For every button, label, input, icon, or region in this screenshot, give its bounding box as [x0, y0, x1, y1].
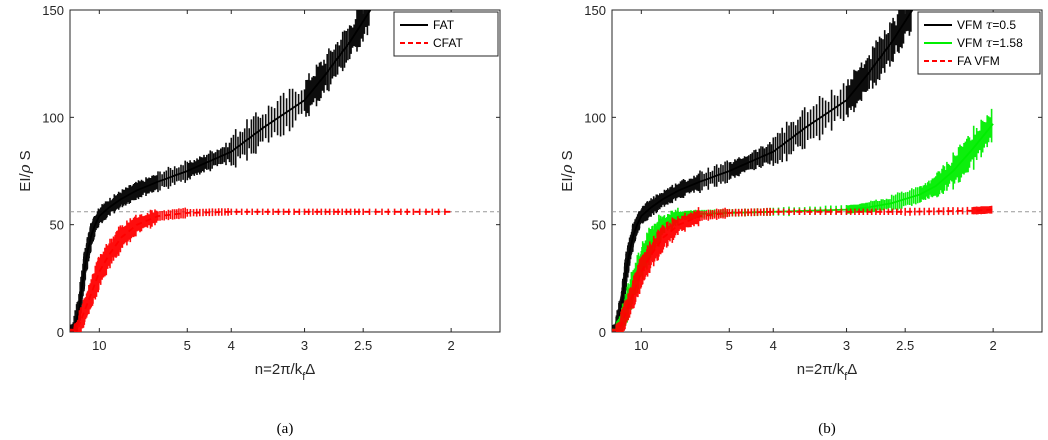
legend-box	[393, 11, 499, 57]
x-tick-label: 2.5	[896, 338, 914, 353]
y-tick-label: 100	[42, 110, 64, 125]
x-tick-label: 4	[770, 338, 777, 353]
x-axis-label: n=2π/kfΔ	[797, 361, 858, 383]
y-tick-label: 0	[57, 325, 64, 340]
legend-entry: FA VFM	[957, 54, 1000, 68]
series-3	[612, 205, 994, 332]
panel-caption: (b)	[818, 421, 836, 437]
series-line	[70, 10, 372, 332]
y-tick-label: 50	[50, 218, 64, 233]
x-tick-label: 5	[184, 338, 191, 353]
plot-area	[612, 10, 994, 332]
legend-entry: CFAT	[433, 36, 463, 50]
y-axis-label: EI/ρ S	[558, 150, 576, 191]
legend-entry: VFM τ=0.5	[957, 18, 1016, 32]
x-tick-label: 2.5	[354, 338, 372, 353]
y-tick-label: 50	[592, 218, 606, 233]
legend-entry: VFM τ=1.58	[957, 36, 1023, 50]
series-line	[612, 10, 914, 332]
legend-entry: FAT	[433, 18, 455, 32]
y-tick-label: 100	[584, 110, 606, 125]
x-axis-label: n=2π/kfΔ	[255, 361, 316, 383]
y-tick-label: 150	[584, 3, 606, 18]
panel-caption: (a)	[277, 421, 294, 437]
chart-panel-b: 0 50 100 150 10 5 4 3 2.5 2 EI/ρ S n=2π/kfΔ VFM τ=0.…	[558, 3, 1043, 437]
series-line	[70, 210, 452, 332]
x-tick-label: 5	[726, 338, 733, 353]
x-tick-label: 10	[634, 338, 648, 353]
x-tick-label: 3	[843, 338, 850, 353]
legend: FAT CFAT	[393, 11, 499, 57]
x-tick-label: 4	[228, 338, 235, 353]
plot-area	[70, 10, 452, 332]
y-tick-label: 150	[42, 3, 64, 18]
x-tick-label: 2	[448, 338, 455, 353]
y-tick-label: 0	[599, 325, 606, 340]
legend: VFM τ=0.5 VFM τ=1.58 FA VFM	[917, 11, 1041, 75]
y-axis-label: EI/ρ S	[16, 150, 34, 191]
series-1	[70, 10, 372, 332]
x-tick-label: 2	[990, 338, 997, 353]
axes-frame	[69, 9, 501, 333]
chart-panel-a: 0 50 100 150 10 5 4 3 2.5 2 EI/ρ S n=2π/kfΔ FAT CFAT (…	[16, 3, 501, 437]
x-tick-label: 3	[301, 338, 308, 353]
x-tick-label: 10	[92, 338, 106, 353]
series-line	[612, 208, 994, 332]
series-1	[612, 10, 914, 332]
series-2	[70, 207, 452, 332]
